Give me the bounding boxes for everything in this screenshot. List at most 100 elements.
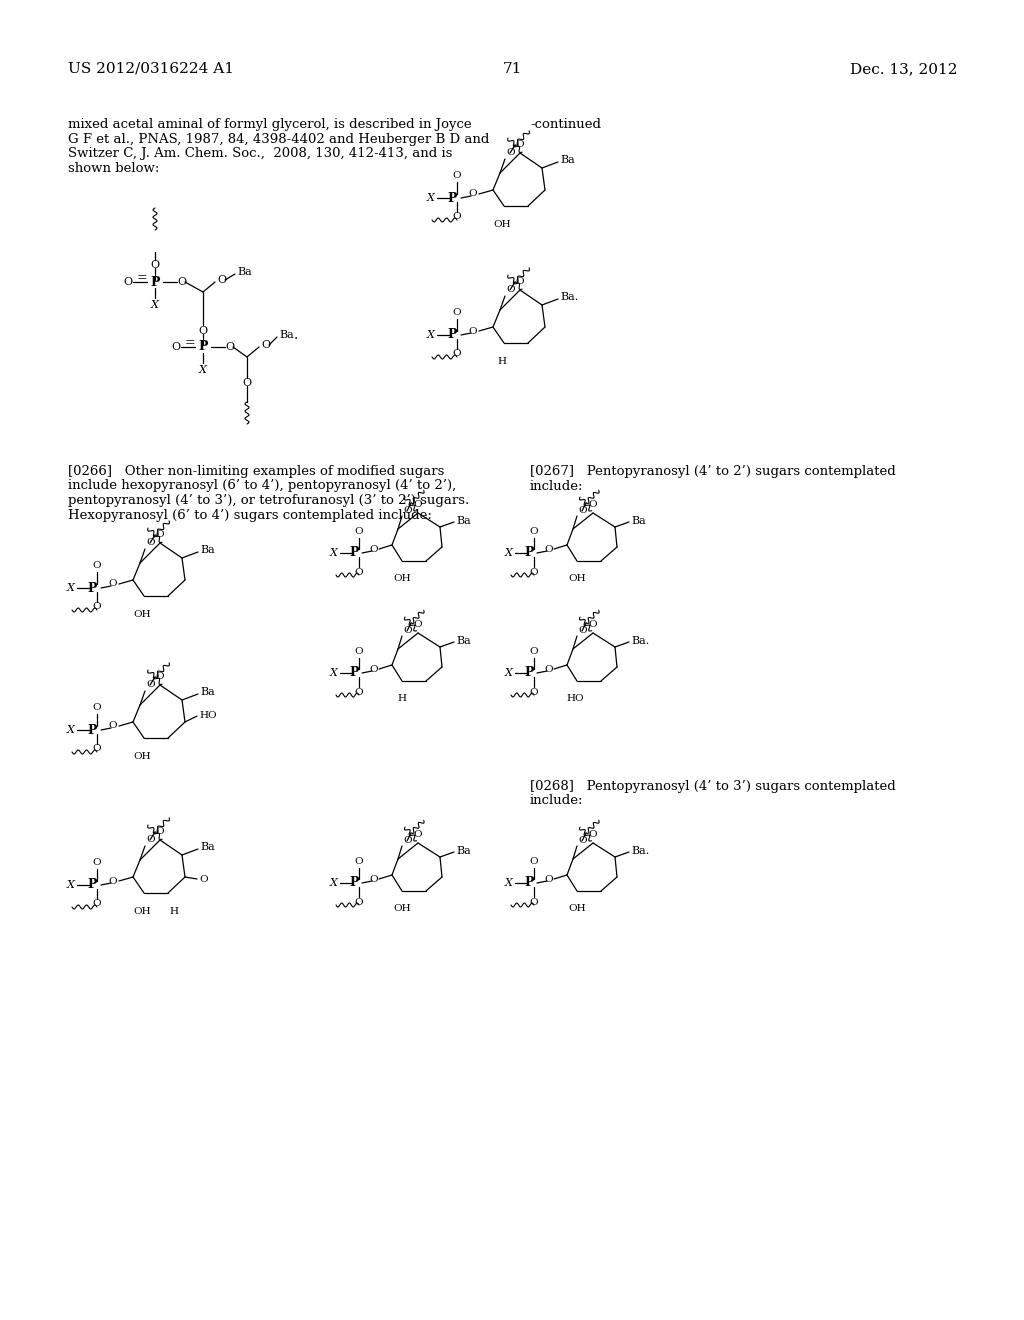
Text: pentopyranosyl (4’ to 3’), or tetrofuranosyl (3’ to 2’) sugars.: pentopyranosyl (4’ to 3’), or tetrofuran… (68, 494, 469, 507)
Text: Ba: Ba (456, 846, 471, 855)
Text: P: P (87, 582, 97, 594)
Text: OH: OH (133, 907, 151, 916)
Text: O: O (370, 544, 378, 553)
Text: P: P (524, 876, 534, 890)
Text: O: O (545, 664, 553, 673)
Text: O: O (156, 672, 164, 681)
Text: O: O (354, 857, 364, 866)
Text: X: X (68, 725, 75, 735)
Text: O: O (529, 688, 539, 697)
Text: OH: OH (568, 904, 586, 913)
Text: include:: include: (530, 795, 584, 808)
Text: P: P (524, 667, 534, 680)
Text: O: O (453, 308, 462, 317)
Text: [0267]   Pentopyranosyl (4’ to 2’) sugars contemplated: [0267] Pentopyranosyl (4’ to 2’) sugars … (530, 465, 896, 478)
Text: H: H (498, 356, 507, 366)
Text: O: O (589, 830, 597, 840)
Text: O: O (516, 140, 524, 149)
Text: O: O (578, 836, 587, 845)
Text: O: O (261, 341, 270, 350)
Text: P: P (447, 329, 457, 342)
Text: Ba: Ba (200, 545, 215, 554)
Text: O: O (93, 744, 101, 752)
Text: =: = (184, 337, 196, 350)
Text: US 2012/0316224 A1: US 2012/0316224 A1 (68, 62, 234, 77)
Text: O: O (93, 561, 101, 570)
Text: P: P (349, 546, 359, 560)
Text: Ba: Ba (279, 330, 294, 341)
Text: P: P (349, 876, 359, 890)
Text: P: P (151, 276, 160, 289)
Text: HO: HO (566, 694, 584, 704)
Text: O: O (354, 688, 364, 697)
Text: X: X (505, 668, 513, 678)
Text: O: O (453, 213, 462, 220)
Text: O: O (370, 874, 378, 883)
Text: O: O (414, 620, 422, 630)
Text: P: P (349, 667, 359, 680)
Text: O: O (199, 874, 208, 883)
Text: G F et al., PNAS, 1987, 84, 4398-4402 and Heuberger B D and: G F et al., PNAS, 1987, 84, 4398-4402 an… (68, 132, 489, 145)
Text: mixed acetal aminal of formyl glycerol, is described in Joyce: mixed acetal aminal of formyl glycerol, … (68, 117, 472, 131)
Text: O: O (217, 275, 226, 285)
Text: include hexopyranosyl (6’ to 4’), pentopyranosyl (4’ to 2’),: include hexopyranosyl (6’ to 4’), pentop… (68, 479, 457, 492)
Text: O: O (403, 836, 412, 845)
Text: X: X (505, 548, 513, 558)
Text: O: O (545, 874, 553, 883)
Text: O: O (243, 378, 252, 388)
Text: .: . (294, 327, 298, 342)
Text: O: O (468, 190, 477, 198)
Text: O: O (589, 620, 597, 630)
Text: include:: include: (530, 479, 584, 492)
Text: Ba.: Ba. (560, 292, 579, 302)
Text: Ba: Ba (456, 516, 471, 525)
Text: P: P (447, 191, 457, 205)
Text: O: O (529, 647, 539, 656)
Text: Ba: Ba (560, 154, 574, 165)
Text: O: O (370, 664, 378, 673)
Text: Ba.: Ba. (631, 846, 649, 855)
Text: Dec. 13, 2012: Dec. 13, 2012 (851, 62, 958, 77)
Text: Ba: Ba (200, 686, 215, 697)
Text: Ba: Ba (237, 267, 252, 277)
Text: O: O (93, 899, 101, 908)
Text: =: = (136, 272, 147, 285)
Text: P: P (524, 546, 534, 560)
Text: OH: OH (568, 574, 586, 583)
Text: X: X (199, 366, 207, 375)
Text: X: X (68, 583, 75, 593)
Text: O: O (146, 539, 155, 546)
Text: O: O (354, 647, 364, 656)
Text: O: O (156, 531, 164, 539)
Text: P: P (87, 879, 97, 891)
Text: O: O (124, 277, 133, 286)
Text: O: O (529, 857, 539, 866)
Text: O: O (93, 858, 101, 867)
Text: O: O (578, 626, 587, 635)
Text: X: X (330, 668, 338, 678)
Text: OH: OH (393, 904, 411, 913)
Text: Switzer C, J. Am. Chem. Soc.,  2008, 130, 412-413, and is: Switzer C, J. Am. Chem. Soc., 2008, 130,… (68, 147, 453, 160)
Text: O: O (529, 898, 539, 907)
Text: [0266]   Other non-limiting examples of modified sugars: [0266] Other non-limiting examples of mo… (68, 465, 444, 478)
Text: O: O (354, 527, 364, 536)
Text: O: O (403, 626, 412, 635)
Text: X: X (505, 878, 513, 888)
Text: OH: OH (494, 220, 511, 228)
Text: O: O (146, 680, 155, 689)
Text: O: O (225, 342, 234, 352)
Text: shown below:: shown below: (68, 161, 160, 174)
Text: O: O (109, 579, 117, 589)
Text: O: O (506, 285, 515, 294)
Text: O: O (109, 722, 117, 730)
Text: O: O (529, 527, 539, 536)
Text: X: X (68, 880, 75, 890)
Text: O: O (414, 500, 422, 510)
Text: O: O (529, 568, 539, 577)
Text: O: O (516, 277, 524, 286)
Text: OH: OH (393, 574, 411, 583)
Text: O: O (545, 544, 553, 553)
Text: P: P (199, 341, 208, 354)
Text: 71: 71 (503, 62, 521, 77)
Text: O: O (453, 348, 462, 358)
